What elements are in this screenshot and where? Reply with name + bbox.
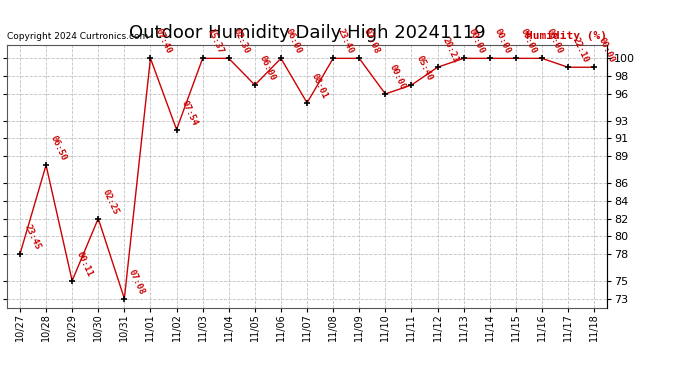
Text: 06:50: 06:50 [49, 134, 68, 162]
Text: 00:00: 00:00 [519, 27, 538, 56]
Text: 00:00: 00:00 [493, 27, 512, 56]
Text: 02:30: 02:30 [232, 27, 251, 56]
Text: 07:54: 07:54 [179, 99, 199, 127]
Title: Outdoor Humidity Daily High 20241119: Outdoor Humidity Daily High 20241119 [129, 24, 485, 42]
Text: 07:08: 07:08 [362, 27, 382, 56]
Text: 06:00: 06:00 [257, 54, 277, 82]
Text: 06:00: 06:00 [284, 27, 303, 56]
Text: 00:00: 00:00 [466, 27, 486, 56]
Text: 00:00: 00:00 [544, 27, 564, 56]
Text: 23:40: 23:40 [336, 27, 355, 56]
Text: 23:45: 23:45 [23, 223, 42, 251]
Text: Humidity (%): Humidity (%) [526, 31, 607, 41]
Text: 00:11: 00:11 [75, 250, 95, 278]
Text: 00:00: 00:00 [597, 36, 616, 64]
Text: 20:21: 20:21 [440, 36, 460, 64]
Text: 02:25: 02:25 [101, 188, 121, 216]
Text: 07:08: 07:08 [127, 268, 147, 296]
Text: 15:37: 15:37 [206, 27, 225, 56]
Text: 07:40: 07:40 [153, 27, 172, 56]
Text: 05:40: 05:40 [414, 54, 434, 82]
Text: Copyright 2024 Curtronics.com: Copyright 2024 Curtronics.com [7, 32, 148, 41]
Text: 22:10: 22:10 [571, 36, 591, 64]
Text: 00:00: 00:00 [388, 63, 408, 91]
Text: 08:01: 08:01 [310, 72, 329, 100]
